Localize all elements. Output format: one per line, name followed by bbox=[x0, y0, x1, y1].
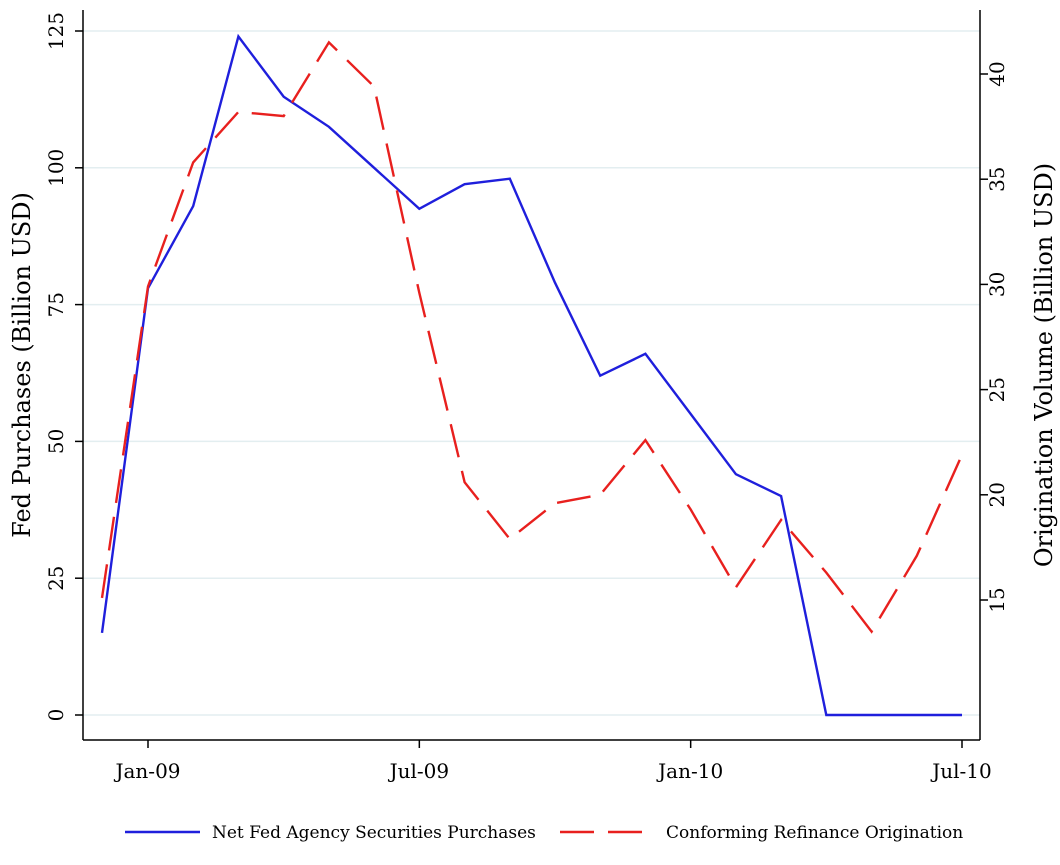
y-left-tick-label: 100 bbox=[44, 149, 68, 187]
x-tick-label: Jul-09 bbox=[388, 759, 450, 783]
y-right-tick-label: 25 bbox=[985, 377, 1009, 402]
axis-labels: 0 25 50 75 100 125 15 20 25 30 35 40 Jan-09 Jul-09 Jan… bbox=[8, 12, 1058, 783]
series-line-refinance-origination bbox=[102, 42, 962, 631]
x-tick-label: Jan-09 bbox=[113, 759, 180, 783]
series-lines bbox=[102, 36, 962, 715]
y-left-tick-label: 75 bbox=[44, 292, 68, 317]
legend-label-fed-purchases: Net Fed Agency Securities Purchases bbox=[212, 823, 536, 843]
y-right-tick-label: 30 bbox=[985, 272, 1009, 297]
legend: Net Fed Agency Securities Purchases Confo… bbox=[125, 823, 963, 843]
y-left-tick-label: 0 bbox=[44, 709, 68, 722]
y-left-tick-label: 25 bbox=[44, 565, 68, 590]
legend-label-refinance-origination: Conforming Refinance Origination bbox=[666, 823, 963, 843]
axes bbox=[75, 10, 988, 748]
y-right-tick-label: 35 bbox=[985, 166, 1009, 191]
y-right-tick-label: 15 bbox=[985, 587, 1009, 612]
y-right-axis-title: Origination Volume (Billion USD) bbox=[1030, 163, 1058, 567]
y-right-tick-label: 20 bbox=[985, 482, 1009, 507]
y-left-tick-label: 50 bbox=[44, 429, 68, 454]
y-left-axis-title: Fed Purchases (Billion USD) bbox=[8, 192, 36, 538]
x-tick-label: Jan-10 bbox=[656, 759, 723, 783]
x-tick-label: Jul-10 bbox=[930, 759, 992, 783]
y-left-tick-label: 125 bbox=[44, 12, 68, 50]
series-line-fed-purchases bbox=[102, 37, 962, 716]
y-right-tick-label: 40 bbox=[985, 61, 1009, 86]
